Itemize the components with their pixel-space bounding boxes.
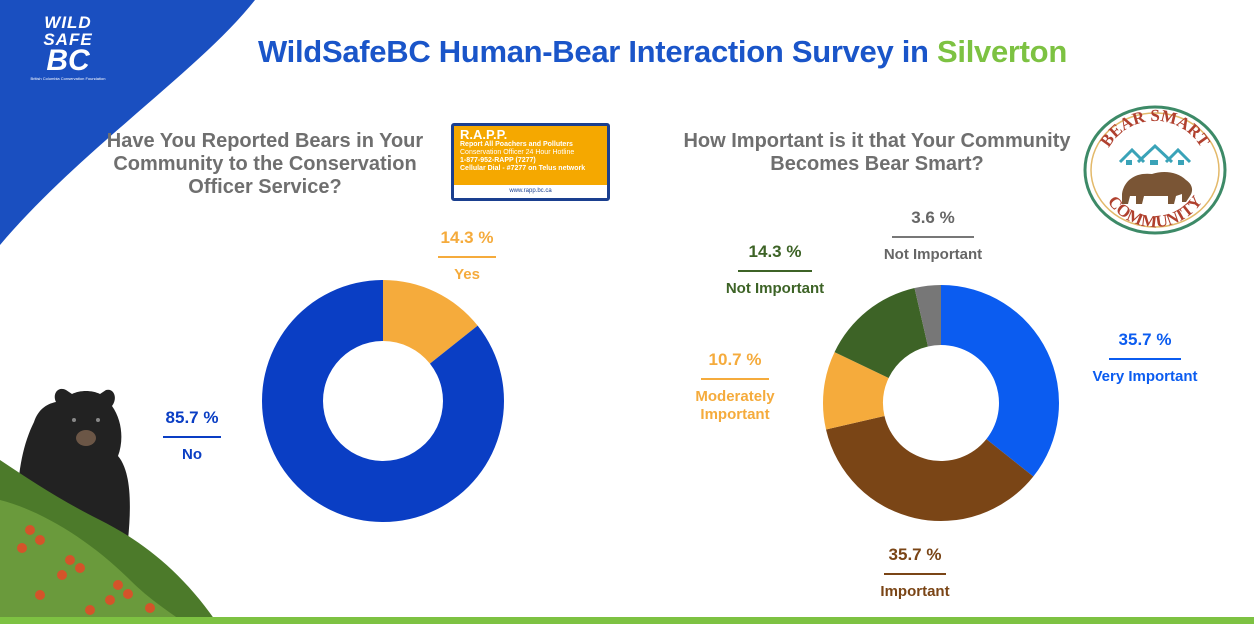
chart2-donut	[823, 285, 1059, 521]
data-label-name: Very Important	[1092, 368, 1198, 385]
title-main: WildSafeBC Human-Bear Interaction Survey…	[258, 34, 938, 69]
title-highlight: Silverton	[937, 34, 1067, 69]
label-rule	[1109, 358, 1181, 360]
logo-line-wild: WILD	[44, 13, 92, 32]
label-rule	[701, 378, 769, 380]
chart2-label-not-important-gray: 3.6 % Not Important	[858, 208, 1008, 264]
logo-line-bc: BC	[46, 44, 90, 77]
chart2-label-moderately-important: 10.7 % Moderately Important	[660, 350, 810, 424]
data-label-name: No	[182, 446, 202, 463]
data-label-value: 85.7 %	[165, 408, 219, 427]
data-label-name: Important	[880, 583, 950, 600]
chart2-label-important: 35.7 % Important	[840, 545, 990, 601]
data-label-value: 14.3 %	[440, 228, 494, 247]
rapp-line3: 1-877-952-RAPP (7277)	[460, 157, 536, 164]
donut-slice-moderately-important-2	[823, 352, 889, 430]
bear-illustration	[0, 388, 215, 620]
rapp-title: R.A.P.P.	[460, 127, 508, 142]
data-label-value: 10.7 %	[708, 350, 762, 369]
logo-subtext: British Columbia Conservation Foundation	[30, 76, 106, 81]
footer-bar	[0, 617, 1254, 624]
label-rule	[884, 573, 946, 575]
chart2-label-not-important-green: 14.3 % Not Important	[700, 242, 850, 298]
chart2-question: How Important is it that Your Community …	[683, 130, 1071, 175]
data-label-value: 14.3 %	[748, 242, 802, 261]
data-label-name: Yes	[454, 266, 480, 283]
logo-line-safe: SAFE	[43, 30, 93, 49]
rapp-line1: Report All Poachers and Polluters	[460, 141, 573, 148]
data-label-name: Not Important	[725, 280, 825, 297]
rapp-line2: Conservation Officer 24 Hour Hotline	[460, 149, 575, 156]
donut-slice-not-important-4	[914, 285, 941, 347]
chart1-label-yes: 14.3 % Yes	[412, 228, 522, 284]
chart1-donut	[261, 280, 504, 522]
donut-slice-important-1	[826, 416, 1034, 521]
data-label-name: Not Important	[883, 246, 983, 263]
label-rule	[892, 236, 974, 238]
chart1-question: Have You Reported Bears in Your Communit…	[106, 130, 424, 198]
label-rule	[438, 256, 496, 258]
data-label-value: 35.7 %	[1118, 330, 1172, 349]
donut-slice-very-important-0	[941, 285, 1059, 477]
data-label-value: 35.7 %	[888, 545, 942, 564]
chart2-label-very-important: 35.7 % Very Important	[1070, 330, 1220, 386]
page-title: WildSafeBC Human-Bear Interaction Survey…	[258, 34, 1208, 70]
donut-slice-no-1	[261, 280, 504, 522]
data-label-name: Moderately Important	[695, 388, 775, 423]
data-label-value: 3.6 %	[911, 208, 955, 227]
wildsafebc-logo: WILD SAFE BC British Columbia Conservati…	[18, 14, 118, 94]
donut-slice-not-important-3	[834, 288, 928, 378]
rapp-sign: R.A.P.P. Report All Poachers and Pollute…	[451, 123, 610, 201]
chart1-label-no: 85.7 % No	[137, 408, 247, 464]
label-rule	[163, 436, 221, 438]
rapp-line4: Cellular Dial - #7277 on Telus network	[460, 165, 586, 172]
donut-slice-yes-0	[383, 280, 478, 364]
label-rule	[738, 270, 812, 272]
bear-smart-badge: BEAR SMART COMMUNITY	[1083, 105, 1227, 235]
corner-banner	[0, 0, 255, 245]
rapp-url: www.rapp.bc.ca	[454, 185, 607, 198]
